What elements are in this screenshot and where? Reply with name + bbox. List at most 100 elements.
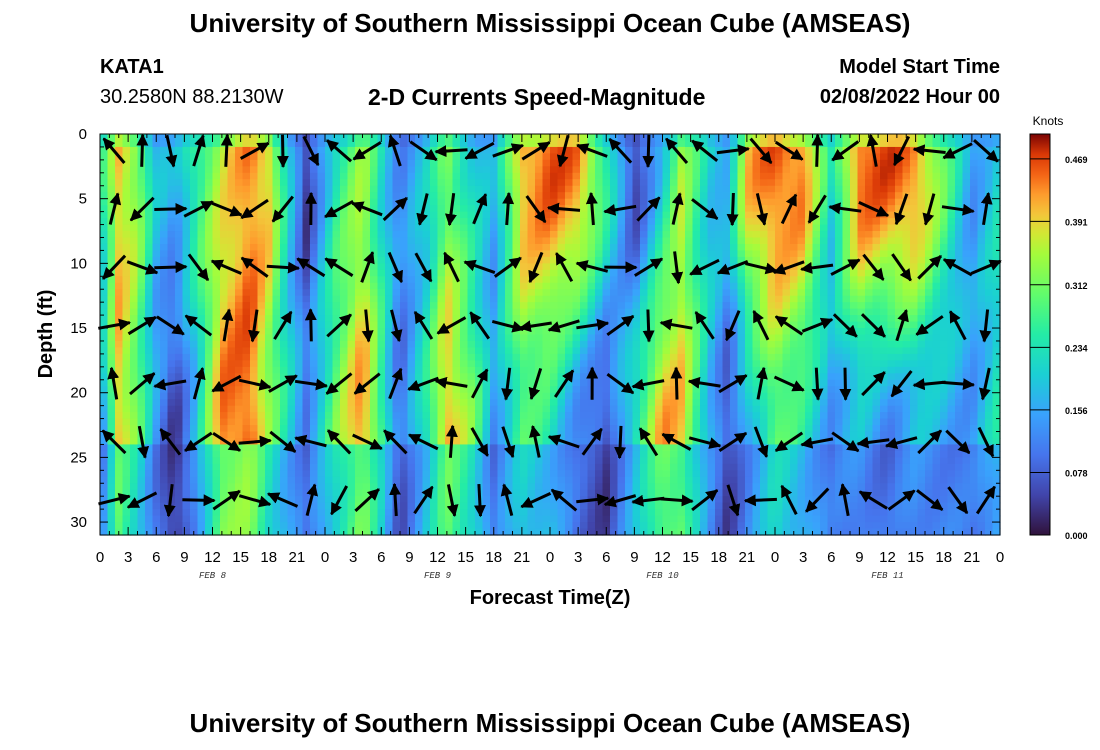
- heatmap-cell: [407, 172, 416, 180]
- heatmap-cell: [310, 522, 319, 530]
- heatmap-cell: [437, 340, 446, 349]
- heatmap-cell: [535, 231, 544, 239]
- heatmap-cell: [572, 185, 581, 193]
- heatmap-cell: [587, 250, 596, 258]
- heatmap-cell: [280, 231, 289, 239]
- heatmap-cell: [332, 496, 341, 504]
- heatmap-cell: [437, 450, 446, 458]
- heatmap-cell: [265, 166, 274, 174]
- heatmap-cell: [700, 192, 709, 200]
- heatmap-cell: [595, 476, 604, 484]
- heatmap-cell: [235, 263, 244, 271]
- heatmap-cell: [317, 159, 326, 167]
- heatmap-cell: [595, 437, 604, 446]
- heatmap-cell: [122, 386, 131, 394]
- heatmap-cell: [287, 483, 296, 491]
- heatmap-cell: [347, 321, 356, 329]
- heatmap-cell: [482, 231, 491, 239]
- heatmap-cell: [610, 295, 619, 303]
- heatmap-cell: [242, 509, 251, 517]
- heatmap-cell: [280, 476, 289, 484]
- heatmap-cell: [512, 379, 521, 387]
- heatmap-cell: [497, 522, 506, 530]
- heatmap-cell: [625, 243, 634, 252]
- heatmap-cell: [340, 302, 349, 310]
- heatmap-cell: [572, 522, 581, 530]
- heatmap-cell: [452, 172, 461, 180]
- heatmap-cell: [212, 224, 221, 232]
- heatmap-cell: [452, 231, 461, 239]
- heatmap-cell: [287, 302, 296, 310]
- heatmap-cell: [580, 515, 589, 523]
- heatmap-cell: [692, 399, 701, 407]
- heatmap-cell: [115, 412, 124, 420]
- heatmap-cell: [325, 334, 334, 342]
- heatmap-cell: [220, 211, 229, 219]
- heatmap-cell: [370, 166, 379, 174]
- heatmap-cell: [220, 146, 229, 155]
- heatmap-cell: [265, 295, 274, 303]
- heatmap-cell: [355, 509, 364, 517]
- heatmap-cell: [242, 418, 251, 426]
- heatmap-cell: [580, 250, 589, 258]
- heatmap-cell: [550, 392, 559, 400]
- heatmap-cell: [145, 431, 154, 439]
- heatmap-cell: [190, 224, 199, 232]
- heatmap-cell: [460, 289, 469, 297]
- heatmap-cell: [175, 166, 184, 174]
- heatmap-cell: [565, 489, 574, 497]
- heatmap-cell: [445, 179, 454, 187]
- heatmap-cell: [415, 295, 424, 303]
- heatmap-cell: [542, 347, 551, 355]
- heatmap-cell: [130, 418, 139, 426]
- heatmap-cell: [145, 476, 154, 484]
- heatmap-cell: [617, 457, 626, 465]
- heatmap-cell: [265, 399, 274, 407]
- heatmap-cell: [160, 340, 169, 349]
- heatmap-cell: [197, 379, 206, 387]
- heatmap-cell: [250, 366, 259, 374]
- heatmap-cell: [475, 166, 484, 174]
- heatmap-cell: [100, 418, 109, 426]
- heatmap-cell: [317, 353, 326, 361]
- heatmap-cell: [482, 295, 491, 303]
- heatmap-cell: [670, 179, 679, 187]
- heatmap-cell: [610, 192, 619, 200]
- heatmap-cell: [205, 250, 214, 258]
- heatmap-cell: [302, 250, 311, 258]
- heatmap-cell: [527, 340, 536, 349]
- heatmap-cell: [227, 269, 236, 277]
- heatmap-cell: [460, 502, 469, 510]
- heatmap-cell: [595, 302, 604, 310]
- heatmap-cell: [212, 315, 221, 323]
- heatmap-cell: [415, 205, 424, 213]
- heatmap-cell: [325, 205, 334, 213]
- heatmap-cell: [385, 146, 394, 155]
- heatmap-cell: [332, 302, 341, 310]
- heatmap-cell: [355, 269, 364, 277]
- heatmap-cell: [512, 237, 521, 245]
- heatmap-cell: [317, 263, 326, 271]
- heatmap-cell: [445, 386, 454, 394]
- heatmap-cell: [467, 192, 476, 200]
- heatmap-cell: [535, 392, 544, 400]
- heatmap-cell: [235, 134, 244, 142]
- heatmap-cell: [205, 360, 214, 368]
- heatmap-cell: [647, 366, 656, 374]
- heatmap-cell: [490, 231, 499, 239]
- heatmap-cell: [220, 522, 229, 530]
- heatmap-cell: [220, 243, 229, 252]
- heatmap-cell: [640, 450, 649, 458]
- heatmap-cell: [685, 211, 694, 219]
- heatmap-cell: [685, 399, 694, 407]
- heatmap-cell: [505, 425, 514, 433]
- heatmap-cell: [152, 153, 161, 161]
- heatmap-cell: [242, 302, 251, 310]
- heatmap-cell: [160, 399, 169, 407]
- heatmap-cell: [595, 153, 604, 161]
- heatmap-cell: [122, 340, 131, 349]
- heatmap-cell: [452, 224, 461, 232]
- heatmap-cell: [400, 489, 409, 497]
- heatmap-cell: [692, 476, 701, 484]
- heatmap-cell: [422, 437, 431, 446]
